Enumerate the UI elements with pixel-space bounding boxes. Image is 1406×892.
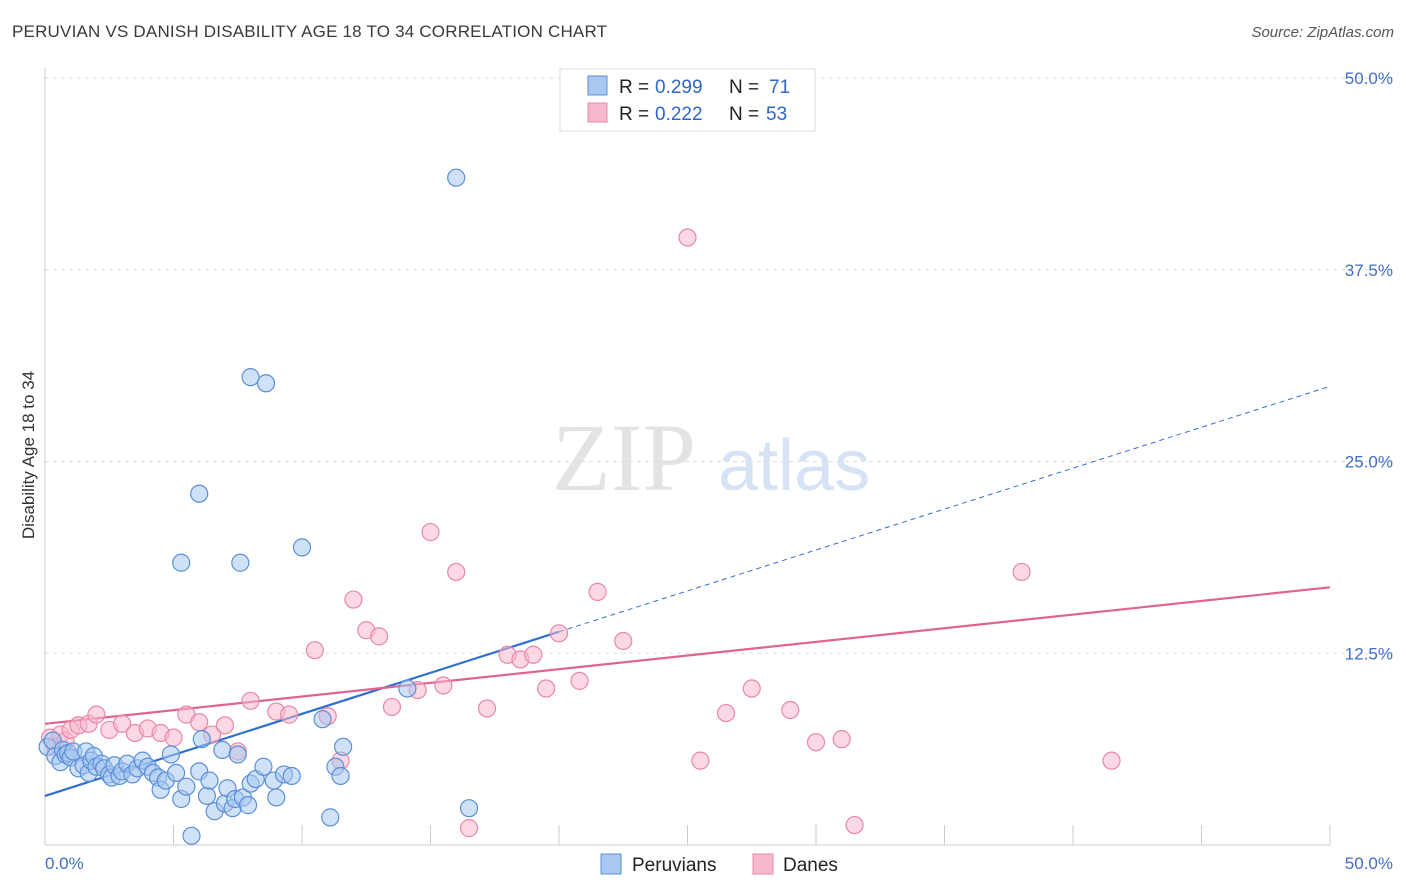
data-point-danes: [370, 627, 389, 646]
data-point-peruvians: [321, 808, 340, 827]
data-point-danes: [190, 713, 209, 732]
data-point-peruvians: [213, 740, 232, 759]
data-point-peruvians: [398, 679, 417, 698]
legend-n-label-1: N =: [729, 77, 759, 98]
data-point-danes: [477, 699, 497, 718]
data-point-peruvians: [313, 710, 332, 729]
watermark-atlas: atlas: [718, 426, 870, 506]
chart-source: Source: ZipAtlas.com: [1251, 24, 1394, 41]
y-tick-label: 12.5%: [1345, 644, 1393, 663]
data-point-peruvians: [190, 484, 209, 503]
data-point-danes: [549, 624, 569, 643]
data-point-peruvians: [459, 799, 479, 818]
data-point-danes: [570, 671, 589, 690]
legend-swatch-danes: [587, 102, 608, 123]
data-point-danes: [845, 815, 864, 835]
data-point-danes: [524, 645, 543, 664]
y-tick-label: 25.0%: [1345, 453, 1393, 472]
chart-title: PERUVIAN VS DANISH DISABILITY AGE 18 TO …: [12, 22, 608, 41]
data-point-danes: [1012, 562, 1031, 582]
legend-n-value-peruvians: 71: [769, 77, 790, 98]
data-point-danes: [215, 716, 234, 735]
data-point-peruvians: [231, 553, 250, 572]
x-tick-label: 0.0%: [45, 854, 84, 873]
data-point-peruvians: [238, 796, 258, 815]
trend-line-danes: [44, 586, 1331, 725]
data-point-peruvians: [267, 788, 286, 807]
data-point-danes: [382, 697, 402, 717]
bottom-legend-label-peruvians: Peruvians: [632, 855, 717, 876]
legend-swatch-peruvians: [587, 75, 608, 96]
data-point-danes: [280, 705, 299, 724]
y-tick-label: 37.5%: [1345, 261, 1393, 280]
data-point-peruvians: [241, 368, 260, 387]
bottom-legend-label-danes: Danes: [783, 855, 838, 876]
data-points: [38, 73, 1121, 845]
data-point-danes: [691, 751, 710, 770]
data-point-peruvians: [161, 745, 181, 764]
legend-r-value-danes: 0.222: [655, 104, 703, 125]
data-point-peruvians: [331, 766, 350, 786]
data-point-danes: [305, 641, 324, 660]
watermark-zip: ZIP: [552, 404, 696, 511]
y-tick-label: 50.0%: [1345, 69, 1393, 88]
data-point-danes: [421, 522, 440, 542]
data-point-danes: [537, 679, 556, 698]
data-point-peruvians: [182, 826, 201, 845]
data-point-danes: [112, 714, 132, 733]
data-point-danes: [447, 562, 466, 582]
x-tick-label: 50.0%: [1345, 854, 1393, 873]
data-point-danes: [344, 590, 363, 609]
series-legend: Peruvians Danes: [600, 853, 838, 876]
data-point-danes: [164, 728, 183, 747]
data-point-peruvians: [197, 786, 217, 806]
data-point-peruvians: [447, 168, 466, 187]
data-point-peruvians: [254, 757, 273, 776]
data-point-peruvians: [256, 374, 276, 393]
axes: [44, 68, 1331, 846]
data-point-peruvians: [292, 538, 312, 557]
data-point-peruvians: [200, 771, 219, 790]
data-point-danes: [459, 819, 479, 838]
bottom-legend-swatch-danes: [752, 853, 774, 875]
data-point-danes: [678, 228, 697, 247]
data-point-danes: [832, 730, 851, 749]
legend-r-label-2: R =: [619, 104, 649, 125]
stats-legend: R = 0.299 N = 71 R = 0.222 N = 53: [559, 68, 816, 132]
data-point-peruvians: [166, 763, 186, 783]
data-point-danes: [716, 703, 736, 723]
data-point-peruvians: [282, 766, 301, 786]
data-point-danes: [781, 700, 800, 720]
legend-n-value-danes: 53: [766, 104, 787, 125]
data-point-peruvians: [334, 737, 353, 756]
data-point-danes: [742, 679, 761, 698]
y-axis-label: Disability Age 18 to 34: [19, 371, 38, 539]
data-point-danes: [434, 676, 453, 695]
data-point-peruvians: [228, 745, 247, 764]
data-point-danes: [241, 691, 260, 710]
data-point-danes: [87, 705, 106, 724]
data-point-peruvians: [177, 777, 196, 796]
legend-n-label-2: N =: [729, 104, 759, 125]
data-point-danes: [806, 733, 826, 752]
legend-r-value-peruvians: 0.299: [655, 77, 703, 98]
data-point-peruvians: [172, 553, 191, 572]
tick-labels: 12.5% 25.0% 37.5% 50.0% 0.0% 50.0%: [45, 69, 1393, 873]
legend-r-label-1: R =: [619, 77, 649, 98]
data-point-danes: [614, 631, 633, 651]
data-point-peruvians: [192, 730, 211, 749]
data-point-danes: [588, 582, 607, 601]
data-point-danes: [1102, 751, 1121, 770]
bottom-legend-swatch-peruvians: [600, 853, 622, 875]
